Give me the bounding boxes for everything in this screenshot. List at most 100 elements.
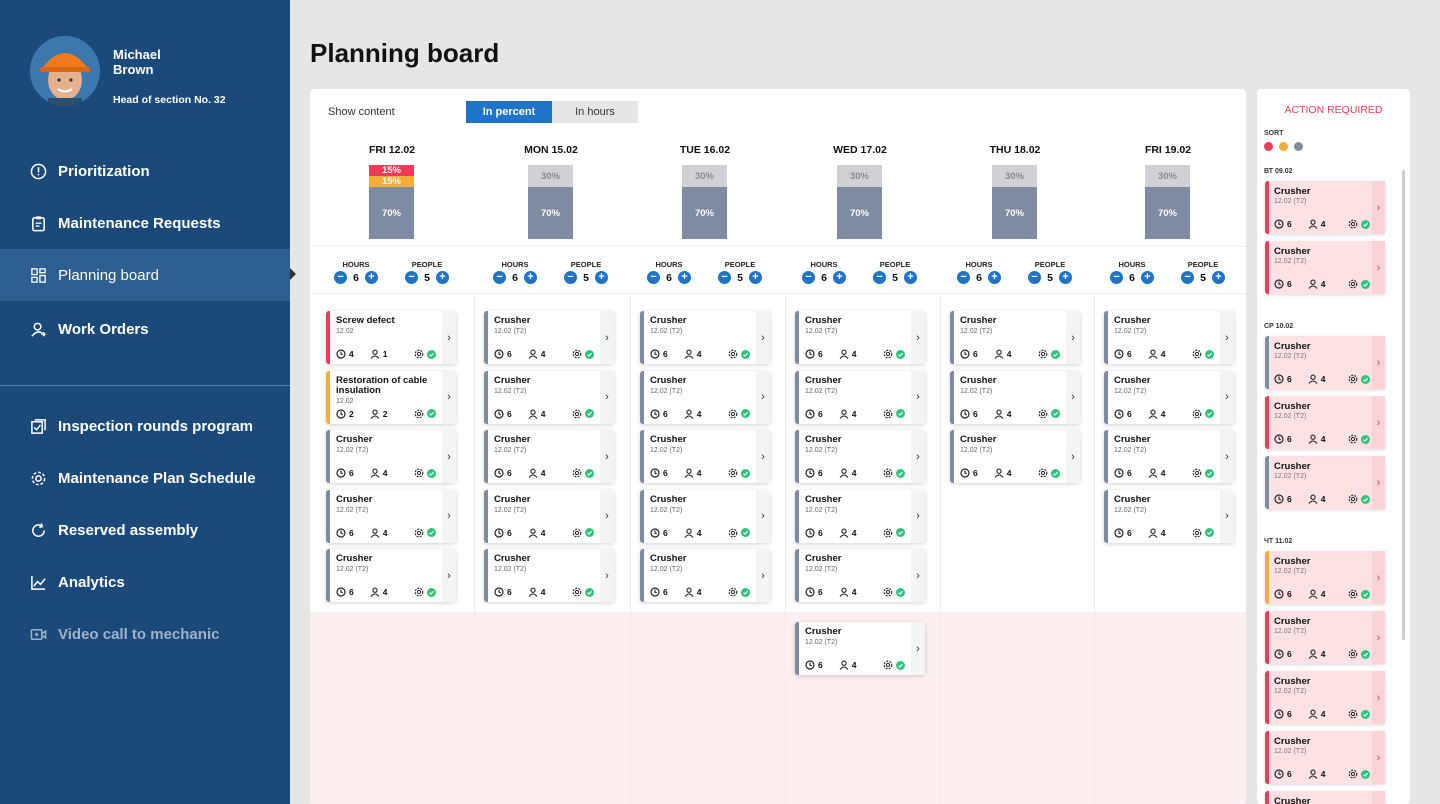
action-card[interactable]: Crusher 12.02 (T2) 6 4 ›	[1265, 241, 1385, 294]
decrease-hours-button[interactable]: −	[647, 271, 661, 284]
action-card[interactable]: Crusher 12.02 (T2) 6 4 ›	[1265, 671, 1385, 724]
increase-people-button[interactable]: +	[594, 271, 608, 284]
increase-people-button[interactable]: +	[748, 271, 762, 284]
task-card[interactable]: Crusher 12.02 (T2) 6 4 ›	[1104, 489, 1234, 543]
chevron-right-icon[interactable]: ›	[911, 311, 925, 364]
nav-maintenance-requests[interactable]: Maintenance Requests	[0, 197, 290, 249]
chevron-right-icon[interactable]: ›	[1220, 370, 1234, 424]
toggle-in-hours[interactable]: In hours	[552, 101, 638, 123]
chevron-right-icon[interactable]: ›	[442, 549, 456, 602]
chevron-right-icon[interactable]: ›	[442, 430, 456, 483]
chevron-right-icon[interactable]: ›	[600, 370, 614, 424]
chevron-right-icon[interactable]: ›	[1066, 311, 1080, 364]
chevron-right-icon[interactable]: ›	[756, 549, 770, 602]
decrease-people-button[interactable]: −	[564, 271, 578, 284]
action-card[interactable]: Crusher 12.02 (T2) 6 4 ›	[1265, 396, 1385, 449]
decrease-hours-button[interactable]: −	[1110, 271, 1124, 284]
task-card[interactable]: Crusher 12.02 (T2) 6 4 ›	[640, 549, 770, 602]
increase-people-button[interactable]: +	[1211, 271, 1225, 284]
task-card[interactable]: Crusher 12.02 (T2) 6 4 ›	[795, 622, 925, 675]
sort-color-2-button[interactable]	[1279, 142, 1288, 151]
nav-prioritization[interactable]: Prioritization	[0, 145, 290, 197]
chevron-right-icon[interactable]: ›	[1220, 489, 1234, 543]
task-card[interactable]: Crusher 12.02 (T2) 6 4 ›	[950, 430, 1080, 483]
nav-planning-board[interactable]: Planning board	[0, 249, 290, 301]
increase-people-button[interactable]: +	[435, 271, 449, 284]
increase-hours-button[interactable]: +	[677, 271, 691, 284]
task-card[interactable]: Crusher 12.02 (T2) 6 4 ›	[795, 549, 925, 602]
action-card[interactable]: Crusher 12.02 (T2) 6 4 ›	[1265, 551, 1385, 604]
action-card[interactable]: Crusher ›	[1265, 791, 1385, 804]
chevron-right-icon[interactable]: ›	[600, 311, 614, 364]
task-card[interactable]: Crusher 12.02 (T2) 6 4 ›	[640, 370, 770, 424]
decrease-people-button[interactable]: −	[873, 271, 887, 284]
chevron-right-icon[interactable]: ›	[442, 370, 456, 424]
increase-hours-button[interactable]: +	[523, 271, 537, 284]
toggle-in-percent[interactable]: In percent	[466, 101, 552, 123]
chevron-right-icon[interactable]: ›	[1372, 791, 1385, 804]
task-card[interactable]: Crusher 12.02 (T2) 6 4 ›	[950, 370, 1080, 424]
nav-work-orders[interactable]: Work Orders	[0, 303, 290, 355]
user-avatar[interactable]	[30, 36, 100, 106]
chevron-right-icon[interactable]: ›	[1372, 181, 1385, 234]
task-card[interactable]: Crusher 12.02 (T2) 6 4 ›	[484, 370, 614, 424]
chevron-right-icon[interactable]: ›	[600, 430, 614, 483]
decrease-people-button[interactable]: −	[718, 271, 732, 284]
chevron-right-icon[interactable]: ›	[1220, 311, 1234, 364]
decrease-people-button[interactable]: −	[405, 271, 419, 284]
chevron-right-icon[interactable]: ›	[911, 622, 925, 675]
chevron-right-icon[interactable]: ›	[756, 311, 770, 364]
task-card[interactable]: Crusher 12.02 (T2) 6 4 ›	[795, 489, 925, 543]
chevron-right-icon[interactable]: ›	[756, 489, 770, 543]
increase-people-button[interactable]: +	[903, 271, 917, 284]
increase-hours-button[interactable]: +	[364, 271, 378, 284]
increase-hours-button[interactable]: +	[832, 271, 846, 284]
decrease-hours-button[interactable]: −	[493, 271, 507, 284]
chevron-right-icon[interactable]: ›	[1372, 551, 1385, 604]
chevron-right-icon[interactable]: ›	[1220, 430, 1234, 483]
task-card[interactable]: Crusher 12.02 (T2) 6 4 ›	[950, 311, 1080, 364]
action-card[interactable]: Crusher 12.02 (T2) 6 4 ›	[1265, 336, 1385, 389]
nav-analytics[interactable]: Analytics	[0, 556, 290, 608]
action-card[interactable]: Crusher 12.02 (T2) 6 4 ›	[1265, 181, 1385, 234]
chevron-right-icon[interactable]: ›	[442, 489, 456, 543]
chevron-right-icon[interactable]: ›	[756, 430, 770, 483]
chevron-right-icon[interactable]: ›	[756, 370, 770, 424]
nav-video-call[interactable]: Video call to mechanic	[0, 608, 290, 660]
chevron-right-icon[interactable]: ›	[1372, 456, 1385, 509]
nav-reserved-assembly[interactable]: Reserved assembly	[0, 504, 290, 556]
task-card[interactable]: Crusher 12.02 (T2) 6 4 ›	[484, 489, 614, 543]
sort-color-1-button[interactable]	[1264, 142, 1273, 151]
task-card[interactable]: Screw defect 12.02 4 1 ›	[326, 311, 456, 364]
task-card[interactable]: Crusher 12.02 (T2) 6 4 ›	[795, 430, 925, 483]
chevron-right-icon[interactable]: ›	[1372, 671, 1385, 724]
chevron-right-icon[interactable]: ›	[1372, 731, 1385, 784]
sort-color-3-button[interactable]	[1294, 142, 1303, 151]
task-card[interactable]: Crusher 12.02 (T2) 6 4 ›	[484, 549, 614, 602]
chevron-right-icon[interactable]: ›	[1066, 370, 1080, 424]
chevron-right-icon[interactable]: ›	[1372, 241, 1385, 294]
increase-hours-button[interactable]: +	[987, 271, 1001, 284]
chevron-right-icon[interactable]: ›	[1372, 611, 1385, 664]
decrease-hours-button[interactable]: −	[334, 271, 348, 284]
task-card[interactable]: Crusher 12.02 (T2) 6 4 ›	[795, 370, 925, 424]
task-card[interactable]: Crusher 12.02 (T2) 6 4 ›	[484, 430, 614, 483]
action-card[interactable]: Crusher 12.02 (T2) 6 4 ›	[1265, 611, 1385, 664]
chevron-right-icon[interactable]: ›	[911, 549, 925, 602]
task-card[interactable]: Crusher 12.02 (T2) 6 4 ›	[640, 311, 770, 364]
task-card[interactable]: Crusher 12.02 (T2) 6 4 ›	[1104, 370, 1234, 424]
increase-hours-button[interactable]: +	[1140, 271, 1154, 284]
task-card[interactable]: Crusher 12.02 (T2) 6 4 ›	[326, 549, 456, 602]
chevron-right-icon[interactable]: ›	[442, 311, 456, 364]
chevron-right-icon[interactable]: ›	[911, 489, 925, 543]
chevron-right-icon[interactable]: ›	[1372, 396, 1385, 449]
decrease-people-button[interactable]: −	[1181, 271, 1195, 284]
task-card[interactable]: Crusher 12.02 (T2) 6 4 ›	[326, 430, 456, 483]
task-card[interactable]: Crusher 12.02 (T2) 6 4 ›	[1104, 430, 1234, 483]
task-card[interactable]: Crusher 12.02 (T2) 6 4 ›	[484, 311, 614, 364]
increase-people-button[interactable]: +	[1058, 271, 1072, 284]
action-card[interactable]: Crusher 12.02 (T2) 6 4 ›	[1265, 456, 1385, 509]
nav-maintenance-plan[interactable]: Maintenance Plan Schedule	[0, 452, 290, 504]
task-card[interactable]: Crusher 12.02 (T2) 6 4 ›	[795, 311, 925, 364]
action-card[interactable]: Crusher 12.02 (T2) 6 4 ›	[1265, 731, 1385, 784]
